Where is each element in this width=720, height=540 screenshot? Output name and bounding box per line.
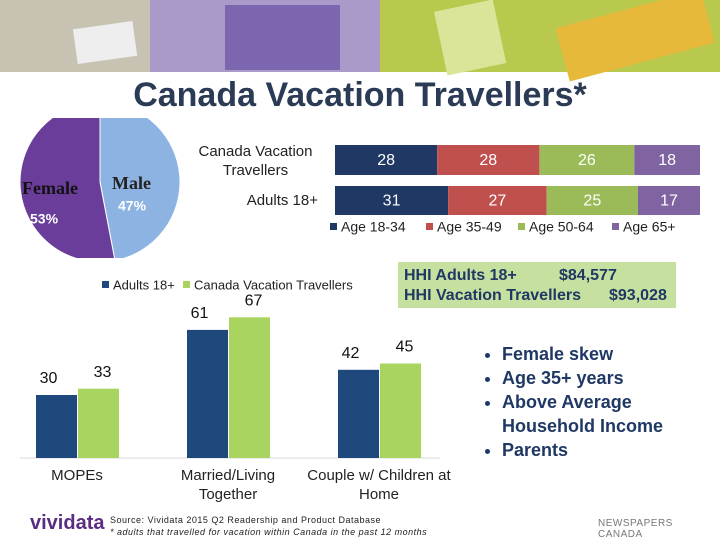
data-label: 17 bbox=[660, 193, 678, 210]
banner-screen bbox=[225, 5, 340, 70]
data-label: 25 bbox=[583, 193, 601, 210]
hhi-label: HHI Vacation Travellers bbox=[404, 287, 581, 304]
logo-vividata: vividata bbox=[30, 512, 105, 534]
data-label: 28 bbox=[479, 152, 497, 169]
banner-card bbox=[555, 0, 715, 82]
bar-segment bbox=[634, 145, 700, 175]
bar bbox=[229, 317, 270, 458]
bullet: Parents bbox=[502, 438, 720, 462]
legend-label: Canada Vacation Travellers bbox=[194, 277, 353, 292]
legend-swatch bbox=[102, 281, 109, 288]
x-tick-label: MOPEs bbox=[51, 467, 103, 484]
legend-label: Age 50-64 bbox=[529, 219, 594, 235]
bar bbox=[78, 388, 119, 458]
bullet: Female skew bbox=[502, 342, 720, 366]
hhi-value: $84,577 bbox=[559, 267, 617, 284]
bullets: Female skewAge 35+ yearsAbove Average Ho… bbox=[476, 342, 720, 462]
legend-label: Age 18-34 bbox=[341, 219, 406, 235]
bar-segment bbox=[335, 186, 449, 215]
data-label: 33 bbox=[94, 364, 112, 381]
hhi-text: HHI Adults 18+ $84,577 HHI Vacation Travel… bbox=[404, 266, 667, 306]
data-label: 67 bbox=[245, 293, 263, 310]
x-tick-label: Couple w/ Children at Home bbox=[307, 467, 451, 503]
bar bbox=[36, 395, 77, 458]
data-label: 18 bbox=[658, 152, 676, 169]
y-tick-label: Adults 18+ bbox=[247, 192, 319, 209]
banner bbox=[0, 0, 720, 82]
pie bbox=[20, 118, 181, 258]
pie-value-label: 47% bbox=[118, 198, 147, 214]
bar bbox=[380, 363, 421, 458]
data-label: 31 bbox=[383, 193, 401, 210]
data-label: 42 bbox=[342, 345, 360, 362]
legend-swatch bbox=[426, 223, 433, 230]
y-tick-label: Canada Vacation Travellers bbox=[198, 143, 313, 179]
banner-paper bbox=[72, 20, 138, 65]
bar bbox=[338, 369, 379, 458]
data-label: 26 bbox=[578, 152, 596, 169]
bar-segment bbox=[335, 145, 438, 175]
logo-newspapers: NEWSPAPERS CANADA bbox=[598, 518, 673, 540]
pie-value-label: 53% bbox=[30, 211, 59, 227]
slide-title: Canada Vacation Travellers* bbox=[133, 76, 587, 114]
data-label: 30 bbox=[40, 370, 58, 387]
source-note: * adults that travelled for vacation wit… bbox=[110, 527, 428, 537]
bar-segment bbox=[437, 145, 540, 175]
legend-swatch bbox=[518, 223, 525, 230]
legend-label: Adults 18+ bbox=[113, 277, 175, 292]
legend-swatch bbox=[612, 223, 619, 230]
pie-slice bbox=[20, 118, 116, 258]
legend-swatch bbox=[183, 281, 190, 288]
bullet: Above Average Household Income bbox=[502, 390, 720, 438]
bar-segment bbox=[448, 186, 547, 215]
hhi-box bbox=[398, 262, 676, 308]
pie-label: Male bbox=[112, 173, 151, 193]
pie-label: Female bbox=[22, 178, 78, 198]
pie-slice bbox=[99, 118, 181, 258]
hhi-value: $93,028 bbox=[609, 287, 667, 304]
bar bbox=[187, 329, 228, 458]
data-label: 45 bbox=[396, 339, 414, 356]
data-label: 28 bbox=[377, 152, 395, 169]
x-tick-label: Married/Living Together bbox=[180, 467, 276, 503]
source: Source: Vividata 2015 Q2 Readership and … bbox=[110, 514, 427, 538]
bullet: Age 35+ years bbox=[502, 366, 720, 390]
legend-label: Age 65+ bbox=[623, 219, 676, 235]
bar-segment bbox=[539, 145, 635, 175]
data-label: 27 bbox=[489, 193, 507, 210]
source-line: Source: Vividata 2015 Q2 Readership and … bbox=[110, 515, 381, 525]
bar-segment bbox=[546, 186, 638, 215]
hhi-row: HHI Adults 18+ $84,577 bbox=[404, 266, 667, 286]
hhi-label: HHI Adults 18+ bbox=[404, 267, 517, 284]
legend-swatch bbox=[330, 223, 337, 230]
hhi-row: HHI Vacation Travellers $93,028 bbox=[404, 286, 667, 306]
bar-segment bbox=[637, 186, 700, 215]
legend-label: Age 35-49 bbox=[437, 219, 502, 235]
banner-phone bbox=[434, 0, 507, 76]
data-label: 61 bbox=[191, 305, 209, 322]
